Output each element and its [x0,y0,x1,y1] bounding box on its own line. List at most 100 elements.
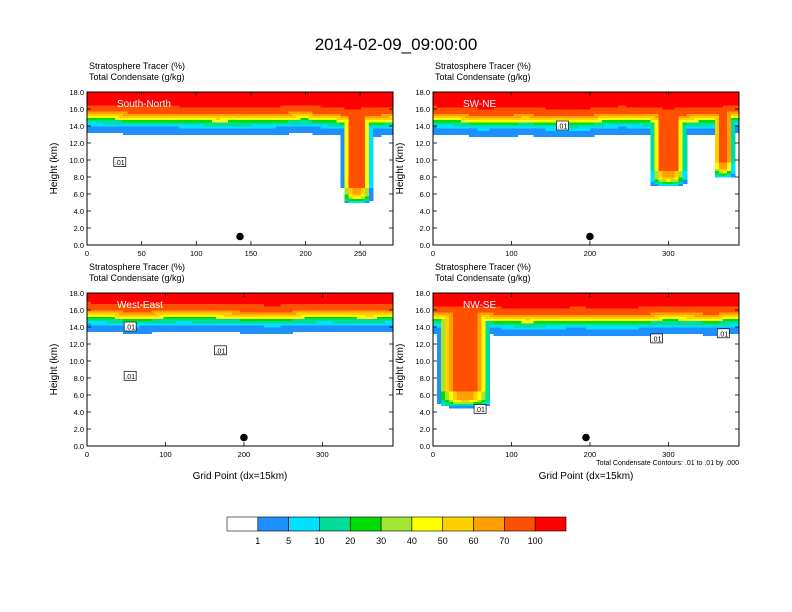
heatmap-cell [191,128,197,131]
heatmap-cell [368,109,374,112]
heatmap-cell [666,166,672,170]
heatmap-cell [368,117,374,121]
heatmap-cell [666,153,672,157]
heatmap-cell [115,316,120,320]
heatmap-cell [211,310,217,313]
heatmap-cell [175,324,181,328]
heatmap-cell [227,132,233,136]
heatmap-cell [256,132,261,136]
heatmap-cell [356,155,362,159]
heatmap-cell [223,100,229,104]
heatmap-cell [288,299,293,303]
heatmap-cell [433,132,438,136]
heatmap-cell [215,310,221,313]
heatmap-cell [103,106,108,110]
heatmap-cell [553,109,559,112]
heatmap-cell [328,128,334,131]
heatmap-cell [674,96,680,99]
heatmap-cell [726,140,732,144]
heatmap-cell [155,102,161,106]
heatmap-cell [284,318,289,322]
heatmap-cell [203,322,209,326]
heatmap-cell [658,181,664,184]
heatmap-cell [610,117,615,121]
heatmap-cell [340,111,346,114]
heatmap-cell [356,126,362,129]
heatmap-cell [364,164,370,167]
heatmap-cell [658,130,664,133]
heatmap-cell [155,128,161,131]
heatmap-cell [694,117,700,121]
heatmap-cell [485,115,490,119]
heatmap-cell [690,119,696,123]
heatmap-cell [718,123,724,127]
heatmap-cell [131,299,136,303]
heatmap-cell [348,94,354,97]
heatmap-cell [240,318,245,322]
heatmap-cell [682,128,688,131]
heatmap-cell [175,92,181,95]
heatmap-cell [368,132,374,136]
heatmap-cell [123,119,128,123]
heatmap-cell [714,123,720,127]
heatmap-cell [276,312,281,315]
heatmap-cell [292,128,297,131]
heatmap-cell [332,117,338,121]
heatmap-cell [364,96,370,99]
heatmap-cell [344,162,350,165]
heatmap-cell [312,303,318,307]
heatmap-cell [103,96,108,99]
heatmap-cell [240,314,245,317]
heatmap-cell [207,130,213,133]
heatmap-cell [364,134,370,138]
heatmap-cell [658,94,664,97]
heatmap-cell [545,123,551,127]
heatmap-cell [481,128,486,131]
heatmap-cell [674,119,680,123]
heatmap-cell [219,301,225,305]
heatmap-cell [139,327,144,330]
heatmap-cell [698,119,704,123]
heatmap-cell [630,94,635,97]
heatmap-cell [348,96,354,99]
heatmap-cell [533,130,539,133]
heatmap-cell [103,115,108,119]
y-axis-label: Height (km) [49,143,60,195]
heatmap-cell [622,113,627,116]
heatmap-cell [167,307,173,311]
heatmap-cell [678,181,684,184]
heatmap-cell [581,96,587,99]
heatmap-cell [469,111,474,114]
heatmap-cell [99,327,104,330]
heatmap-cell [658,155,664,159]
heatmap-cell [248,106,253,110]
heatmap-cell [264,100,269,104]
heatmap-cell [167,310,173,313]
heatmap-cell [682,177,688,180]
heatmap-cell [726,92,732,95]
heatmap-cell [360,160,366,163]
heatmap-cell [139,96,144,99]
heatmap-cell [388,132,394,136]
heatmap-cell [139,303,144,307]
heatmap-cell [630,115,635,119]
heatmap-cell [231,128,237,131]
heatmap-cell [300,310,306,313]
heatmap-cell [453,126,458,129]
heatmap-cell [678,153,684,157]
heatmap-cell [111,128,116,131]
heatmap-cell [545,121,551,125]
heatmap-cell [219,324,225,328]
heatmap-cell [203,299,209,303]
heatmap-cell [469,128,474,131]
heatmap-cell [252,316,257,320]
heatmap-cell [360,181,366,184]
heatmap-cell [240,98,245,102]
heatmap-cell [284,121,289,125]
heatmap-cell [690,106,696,110]
heatmap-cell [304,100,310,104]
heatmap-cell [127,104,132,108]
heatmap-cell [634,121,639,125]
heatmap-cell [332,318,338,322]
heatmap-cell [292,130,297,133]
